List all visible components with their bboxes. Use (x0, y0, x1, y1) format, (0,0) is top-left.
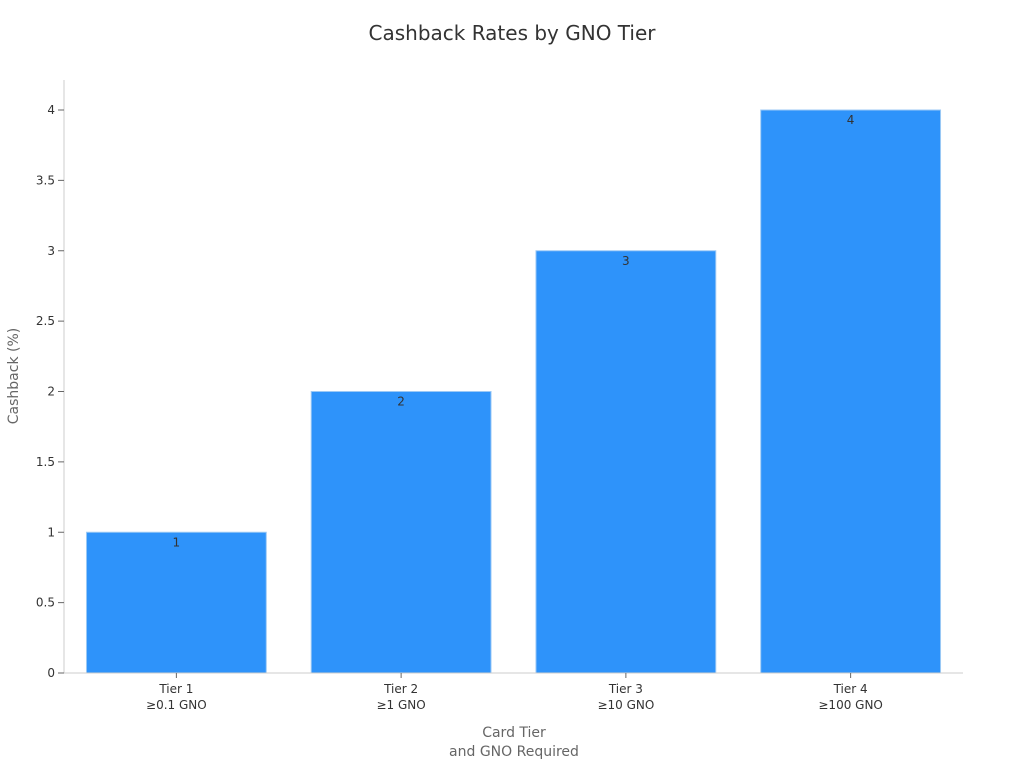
x-tick-label-gno: ≥0.1 GNO (146, 698, 207, 712)
x-tick-label-tier: Tier 2 (383, 682, 418, 696)
y-tick-label: 4 (47, 103, 55, 117)
chart-title: Cashback Rates by GNO Tier (369, 21, 657, 45)
y-tick-label: 2 (47, 385, 55, 399)
bar (760, 109, 942, 674)
x-tick-label-gno: ≥1 GNO (377, 698, 426, 712)
bar-data-label: 3 (622, 254, 630, 268)
x-tick-label-tier: Tier 4 (833, 682, 868, 696)
bar (310, 391, 492, 674)
bar-data-label: 4 (847, 113, 855, 127)
bar (85, 531, 267, 674)
x-tick-label-gno: ≥100 GNO (818, 698, 883, 712)
x-tick-label-tier: Tier 1 (158, 682, 193, 696)
x-tick-label-gno: ≥10 GNO (597, 698, 654, 712)
x-axis-label-line2: and GNO Required (449, 744, 579, 760)
y-tick-label: 2.5 (36, 314, 55, 328)
y-tick-label: 0.5 (36, 596, 55, 610)
x-axis-label-line1: Card Tier (482, 725, 546, 741)
y-tick-label: 3 (47, 244, 55, 258)
bar-data-label: 1 (173, 535, 181, 549)
bar (535, 250, 717, 674)
y-tick-label: 0 (47, 666, 55, 680)
x-tick-label-tier: Tier 3 (608, 682, 643, 696)
y-axis-label: Cashback (%) (6, 328, 22, 424)
y-tick-label: 1.5 (36, 455, 55, 469)
y-tick-label: 1 (47, 525, 55, 539)
bar-data-label: 2 (397, 395, 405, 409)
y-tick-label: 3.5 (36, 173, 55, 187)
